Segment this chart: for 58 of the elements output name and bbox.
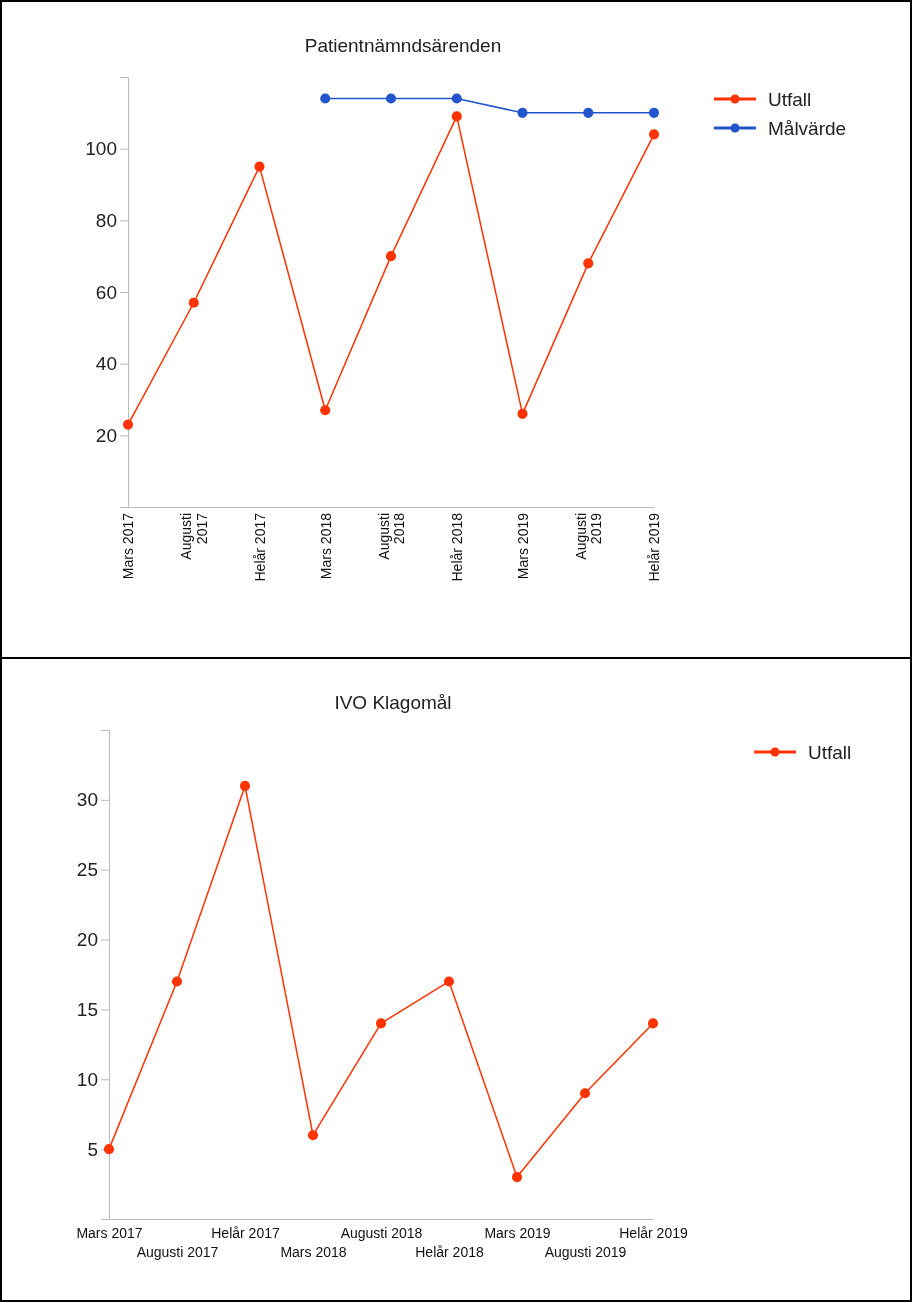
point — [517, 408, 528, 419]
y-tick-label: 25 — [76, 859, 98, 881]
y-tick-label: 5 — [87, 1138, 98, 1160]
chart-title: Patientnämndsärenden — [304, 35, 502, 56]
legend-label: Utfall — [768, 88, 812, 110]
point — [451, 111, 462, 122]
y-tick-label: 80 — [95, 209, 117, 231]
point — [320, 405, 331, 416]
x-tick-label: Mars 2017 — [120, 512, 137, 580]
x-tick-label: Helår 2018 — [449, 512, 466, 582]
point — [122, 419, 134, 430]
x-tick-label: Augusti 2019 — [544, 1244, 627, 1261]
point — [375, 1018, 387, 1029]
y-tick-label: 60 — [95, 281, 117, 303]
point — [254, 161, 265, 172]
point — [648, 107, 660, 118]
x-tick-label: Augusti 2017 — [178, 512, 210, 560]
point — [443, 976, 455, 987]
x-tick-label: Augusti 2018 — [340, 1224, 423, 1241]
point — [511, 1172, 523, 1183]
point — [583, 107, 594, 118]
legend-label: Målvärde — [768, 117, 847, 139]
point — [647, 1018, 659, 1029]
x-tick-label: Mars 2019 — [484, 1224, 551, 1241]
x-tick-label: Augusti 2018 — [375, 512, 408, 560]
point — [648, 129, 660, 140]
x-tick-label: Helår 2019 — [646, 512, 663, 582]
point — [517, 107, 528, 118]
y-tick-label: 20 — [76, 929, 98, 951]
x-tick-label: Augusti 2019 — [572, 512, 605, 560]
point — [320, 93, 331, 104]
x-tick-label: Helår 2018 — [415, 1244, 484, 1261]
point — [188, 297, 199, 308]
point — [103, 1144, 115, 1155]
point — [583, 258, 594, 269]
x-tick-label: Helår 2017 — [251, 512, 268, 582]
point — [385, 93, 397, 104]
x-tick-label: Mars 2018 — [280, 1244, 347, 1261]
point — [239, 780, 251, 791]
point — [171, 976, 183, 987]
point — [385, 251, 397, 262]
y-tick-label: 15 — [76, 999, 98, 1021]
point — [307, 1130, 319, 1141]
point — [451, 93, 462, 104]
chart-title: IVO Klagomål — [334, 692, 452, 713]
y-tick-label: 40 — [95, 353, 117, 375]
x-tick-label: Helår 2019 — [619, 1224, 688, 1241]
y-tick-label: 100 — [85, 138, 117, 160]
y-tick-label: 30 — [76, 789, 98, 811]
x-tick-label: Mars 2019 — [514, 512, 531, 580]
x-tick-label: Mars 2018 — [317, 512, 334, 580]
x-tick-label: Augusti 2017 — [136, 1244, 219, 1261]
x-tick-label: Helår 2017 — [211, 1224, 280, 1241]
legend-label: Utfall — [808, 741, 852, 763]
y-tick-label: 10 — [76, 1068, 98, 1090]
point — [579, 1088, 591, 1099]
x-tick-label: Mars 2017 — [76, 1224, 143, 1241]
y-tick-label: 20 — [95, 424, 117, 446]
